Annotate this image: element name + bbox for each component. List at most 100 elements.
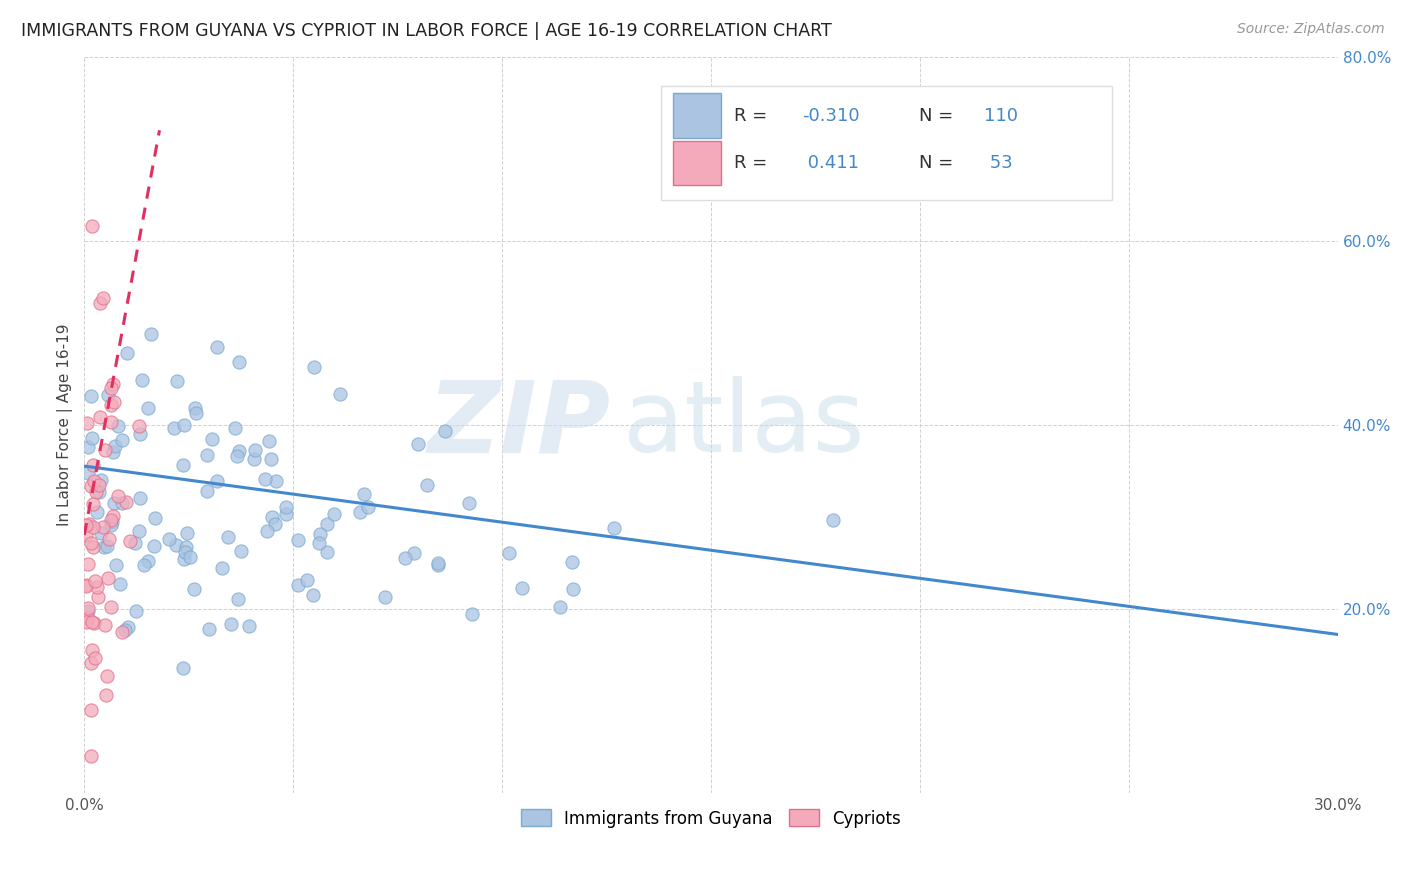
Point — [228, 355, 250, 369]
Point — [84, 485, 107, 500]
Point — [166, 374, 188, 388]
Point — [173, 418, 195, 433]
Point — [353, 487, 375, 501]
Point — [174, 545, 197, 559]
Text: 53: 53 — [984, 154, 1012, 172]
Point — [97, 388, 120, 402]
Point — [184, 407, 207, 421]
Point — [498, 546, 520, 560]
Point — [821, 512, 844, 526]
Point — [136, 554, 159, 568]
Point — [142, 539, 165, 553]
Point — [101, 377, 124, 392]
Point — [84, 574, 107, 588]
Point — [406, 437, 429, 451]
Point — [93, 292, 115, 306]
Point — [357, 500, 380, 514]
Point — [80, 656, 103, 670]
Point — [80, 219, 103, 233]
Point — [93, 618, 115, 632]
Point — [76, 601, 98, 615]
Point — [415, 478, 437, 492]
Point — [243, 451, 266, 466]
Text: N =: N = — [920, 154, 959, 172]
Point — [245, 442, 267, 457]
Point — [80, 703, 103, 717]
Point — [225, 449, 247, 463]
Point — [80, 615, 103, 629]
Point — [93, 519, 115, 533]
Point — [97, 571, 120, 585]
Point — [329, 386, 352, 401]
Point — [103, 395, 125, 409]
Point — [97, 532, 120, 546]
Point — [114, 624, 136, 638]
Text: Source: ZipAtlas.com: Source: ZipAtlas.com — [1237, 22, 1385, 37]
Point — [115, 495, 138, 509]
Text: atlas: atlas — [623, 376, 865, 473]
Point — [80, 479, 103, 493]
Point — [174, 540, 197, 554]
Point — [89, 296, 111, 310]
Point — [83, 475, 105, 489]
Point — [120, 534, 142, 549]
Point — [263, 517, 285, 532]
Point — [83, 616, 105, 631]
Point — [602, 520, 624, 534]
Point — [128, 418, 150, 433]
Point — [77, 517, 100, 532]
Point — [76, 558, 98, 572]
Point — [211, 561, 233, 575]
Text: R =: R = — [734, 154, 772, 172]
Point — [124, 535, 146, 549]
Point — [103, 496, 125, 510]
Point — [75, 579, 97, 593]
Point — [276, 507, 298, 521]
FancyBboxPatch shape — [661, 87, 1112, 200]
Point — [82, 643, 104, 657]
Point — [131, 373, 153, 387]
Point — [82, 458, 104, 472]
Point — [141, 327, 163, 342]
Point — [173, 552, 195, 566]
Point — [101, 445, 124, 459]
Text: N =: N = — [920, 106, 959, 125]
Point — [262, 509, 284, 524]
Point — [458, 496, 481, 510]
Point — [100, 600, 122, 615]
Point — [104, 439, 127, 453]
Point — [304, 360, 326, 375]
Text: ZIP: ZIP — [427, 376, 610, 473]
Point — [128, 491, 150, 505]
Point — [110, 624, 132, 639]
Point — [426, 556, 449, 570]
Text: 110: 110 — [984, 106, 1018, 125]
Point — [308, 535, 330, 549]
Point — [254, 472, 277, 486]
Point — [260, 451, 283, 466]
Point — [201, 432, 224, 446]
Point — [226, 591, 249, 606]
Point — [84, 651, 107, 665]
Point — [100, 518, 122, 533]
Point — [77, 440, 100, 454]
Point — [111, 495, 134, 509]
Point — [257, 434, 280, 449]
Point — [128, 524, 150, 538]
Point — [86, 505, 108, 519]
Point — [264, 474, 287, 488]
Point — [184, 401, 207, 415]
Point — [82, 540, 104, 554]
Point — [115, 346, 138, 360]
Point — [302, 588, 325, 602]
Point — [117, 620, 139, 634]
Point — [87, 591, 110, 605]
Point — [183, 582, 205, 597]
Point — [107, 489, 129, 503]
Text: 0.411: 0.411 — [803, 154, 859, 172]
Point — [82, 520, 104, 534]
Point — [238, 619, 260, 633]
Point — [195, 484, 218, 499]
Point — [77, 604, 100, 618]
Point — [394, 551, 416, 566]
